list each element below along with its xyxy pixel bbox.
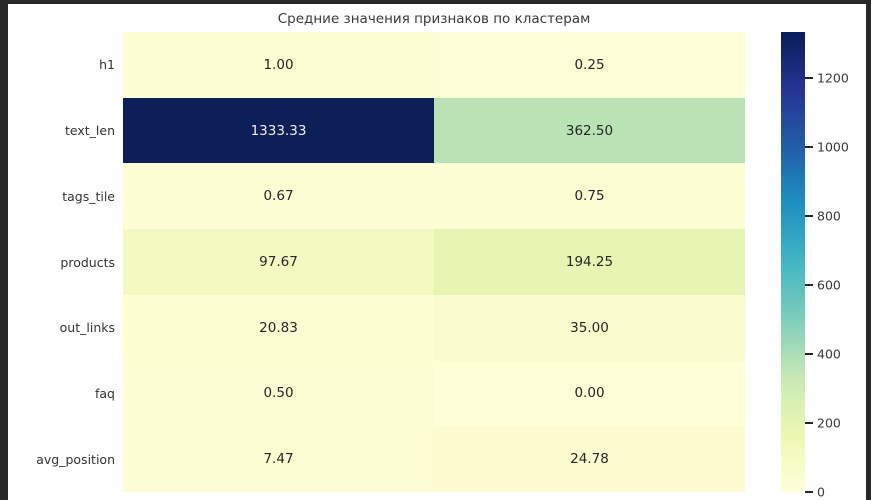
row-label-tags-tile: tags_tile: [62, 188, 115, 204]
colorbar-tick-label: 1200: [817, 70, 849, 86]
colorbar-tick-mark: [805, 76, 813, 79]
row-label-text-len: text_len: [64, 123, 115, 139]
colorbar-tick-mark: [805, 214, 813, 217]
row-label-faq: faq: [95, 385, 115, 401]
heatmap-cell: 362.50: [434, 97, 745, 164]
heatmap-cell: 97.67: [123, 229, 434, 295]
heatmap-cell: 1333.33: [123, 97, 434, 164]
colorbar-tick-label: 200: [817, 415, 841, 431]
colorbar-tick-label: 800: [817, 208, 841, 224]
heatmap-grid: 1.00 0.25 1333.33 362.50 0.67 0.75 97.67…: [123, 32, 745, 492]
row-label-avg-position: avg_position: [36, 451, 115, 467]
colorbar-tick-mark: [805, 145, 813, 148]
heatmap-cell: 35.00: [434, 294, 745, 361]
row-label-out-links: out_links: [59, 320, 115, 336]
heatmap-cell: 1.00: [123, 32, 434, 98]
colorbar-tick-label: 600: [817, 277, 841, 293]
heatmap-cell: 20.83: [123, 294, 434, 361]
chart-title: Средние значения признаков по кластерам: [277, 11, 591, 27]
colorbar-tick-mark: [805, 491, 813, 493]
colorbar-tick-mark: [805, 421, 813, 424]
heatmap-cell: 194.25: [434, 229, 745, 295]
heatmap-cell: 0.67: [123, 163, 434, 230]
heatmap-cell: 0.25: [434, 32, 745, 98]
heatmap-cell: 0.00: [434, 360, 745, 427]
heatmap-cell: 0.75: [434, 163, 745, 230]
colorbar-tick-label: 400: [817, 346, 841, 362]
heatmap-cell: 24.78: [434, 426, 745, 492]
figure-canvas: Средние значения признаков по кластерам …: [8, 4, 866, 500]
colorbar-tick-label: 0: [817, 484, 825, 500]
y-axis-labels: h1 text_len tags_tile products out_links…: [8, 32, 115, 492]
heatmap-cell: 0.50: [123, 360, 434, 427]
colorbar-tick-mark: [805, 283, 813, 286]
row-label-products: products: [60, 254, 115, 270]
heatmap-cell: 7.47: [123, 426, 434, 492]
row-label-h1: h1: [99, 57, 115, 73]
colorbar-tick-mark: [805, 352, 813, 355]
colorbar-tick-label: 1000: [817, 139, 849, 155]
colorbar-gradient: [781, 32, 805, 492]
